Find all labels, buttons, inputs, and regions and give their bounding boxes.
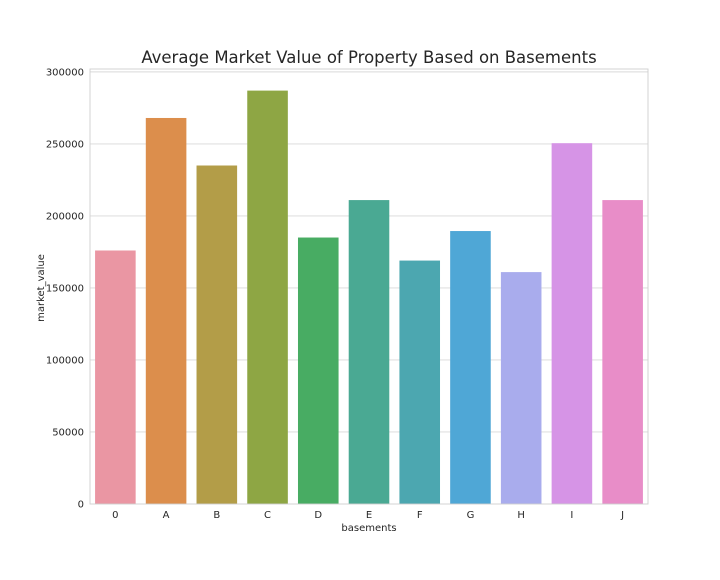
x-tick-label: F	[417, 510, 423, 521]
bar-0	[95, 250, 136, 504]
y-tick-label: 250000	[46, 139, 84, 150]
y-tick-label: 50000	[52, 427, 84, 438]
bars	[95, 90, 643, 504]
x-tick-label: G	[467, 510, 475, 521]
x-tick-label: I	[570, 510, 573, 521]
bar-G	[450, 231, 491, 504]
x-tick-label: B	[213, 510, 220, 521]
bar-J	[602, 200, 643, 504]
y-axis-label: market_value	[36, 254, 47, 322]
y-tick-label: 0	[78, 500, 84, 511]
bar-A	[145, 117, 187, 504]
x-tick-label: E	[366, 510, 372, 521]
x-tick-label: H	[517, 510, 525, 521]
x-tick-label: D	[314, 510, 322, 521]
plot-frame	[89, 68, 649, 505]
bar-F	[399, 260, 441, 504]
bar-E	[348, 200, 390, 504]
x-tick-label: 0	[112, 510, 118, 521]
x-tick-label: A	[163, 510, 170, 521]
x-tick-label: C	[264, 510, 271, 521]
chart-title: Average Market Value of Property Based o…	[141, 48, 596, 67]
bar-H	[500, 272, 542, 504]
bar-I	[551, 143, 593, 504]
y-tick-label: 200000	[46, 211, 84, 222]
plot-border	[89, 68, 649, 505]
y-tick-label: 150000	[46, 283, 84, 294]
bar-D	[297, 237, 339, 504]
x-axis-label: basements	[341, 523, 396, 534]
bar-B	[196, 165, 238, 504]
y-tick-label: 300000	[46, 67, 84, 78]
x-tick-labels: 0 A B C D E F G H I J	[112, 510, 624, 521]
bar-C	[247, 90, 288, 504]
x-tick-label: J	[620, 510, 624, 521]
y-tick-label: 100000	[46, 355, 84, 366]
y-tick-labels: 0 50000 100000 150000 200000 250000 300000	[46, 67, 84, 510]
